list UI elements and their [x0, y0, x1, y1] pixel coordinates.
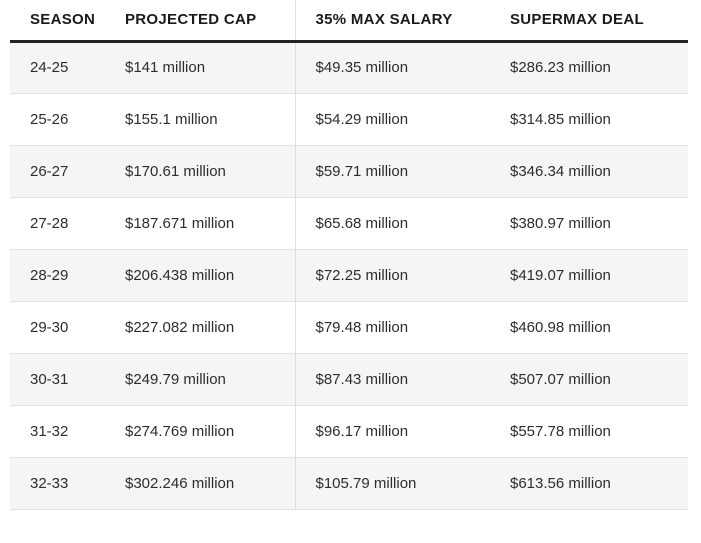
cell-supermax-deal: $286.23 million [490, 41, 688, 94]
cell-supermax-deal: $419.07 million [490, 249, 688, 302]
cell-projected-cap: $187.671 million [105, 197, 295, 250]
cell-season: 27-28 [10, 197, 105, 250]
cell-supermax-deal: $314.85 million [490, 93, 688, 146]
column-header-supermax-deal: SUPERMAX DEAL [490, 0, 688, 43]
cell-max-salary-35pct: $87.43 million [294, 353, 490, 406]
cell-supermax-deal: $613.56 million [490, 457, 688, 510]
table-row: 31-32 $274.769 million $96.17 million $557.… [10, 405, 688, 458]
table-row: 26-27 $170.61 million $59.71 million $346.3… [10, 145, 688, 198]
table-header: SEASON PROJECTED CAP 35% MAX SALARY SUPERMA… [10, 0, 688, 43]
table-row: 32-33 $302.246 million $105.79 million $613… [10, 457, 688, 510]
column-header-projected-cap: PROJECTED CAP [105, 0, 295, 43]
cell-projected-cap: $274.769 million [105, 405, 295, 458]
cell-season: 31-32 [10, 405, 105, 458]
cell-projected-cap: $155.1 million [105, 93, 295, 146]
table-row: 27-28 $187.671 million $65.68 million $380.… [10, 197, 688, 250]
table-row: 25-26 $155.1 million $54.29 million $314.85… [10, 93, 688, 146]
cell-supermax-deal: $557.78 million [490, 405, 688, 458]
cell-max-salary-35pct: $96.17 million [294, 405, 490, 458]
cell-projected-cap: $227.082 million [105, 301, 295, 354]
cell-max-salary-35pct: $105.79 million [294, 457, 490, 510]
column-header-season: SEASON [10, 0, 105, 43]
cell-supermax-deal: $460.98 million [490, 301, 688, 354]
cell-projected-cap: $141 million [105, 41, 295, 94]
cell-supermax-deal: $507.07 million [490, 353, 688, 406]
column-header-max-salary-35pct: 35% MAX SALARY [294, 0, 490, 43]
cell-season: 29-30 [10, 301, 105, 354]
cell-season: 30-31 [10, 353, 105, 406]
cell-projected-cap: $249.79 million [105, 353, 295, 406]
cell-projected-cap: $302.246 million [105, 457, 295, 510]
table-body: 24-25 $141 million $49.35 million $286.23 m… [10, 41, 688, 510]
table-row: 30-31 $249.79 million $87.43 million $507.0… [10, 353, 688, 406]
salary-cap-table: SEASON PROJECTED CAP 35% MAX SALARY SUPERMA… [10, 0, 688, 510]
cell-max-salary-35pct: $65.68 million [294, 197, 490, 250]
header-row: SEASON PROJECTED CAP 35% MAX SALARY SUPERMA… [10, 0, 688, 43]
cell-max-salary-35pct: $72.25 million [294, 249, 490, 302]
cell-season: 32-33 [10, 457, 105, 510]
cell-max-salary-35pct: $54.29 million [294, 93, 490, 146]
page: SEASON PROJECTED CAP 35% MAX SALARY SUPERMA… [10, 0, 688, 510]
cell-season: 26-27 [10, 145, 105, 198]
cell-projected-cap: $206.438 million [105, 249, 295, 302]
cell-projected-cap: $170.61 million [105, 145, 295, 198]
cell-supermax-deal: $380.97 million [490, 197, 688, 250]
cell-max-salary-35pct: $49.35 million [294, 41, 490, 94]
cell-max-salary-35pct: $79.48 million [294, 301, 490, 354]
table-row: 28-29 $206.438 million $72.25 million $419.… [10, 249, 688, 302]
cell-supermax-deal: $346.34 million [490, 145, 688, 198]
cell-max-salary-35pct: $59.71 million [294, 145, 490, 198]
cell-season: 25-26 [10, 93, 105, 146]
cell-season: 28-29 [10, 249, 105, 302]
table-row: 24-25 $141 million $49.35 million $286.23 m… [10, 41, 688, 94]
table-row: 29-30 $227.082 million $79.48 million $460.… [10, 301, 688, 354]
cell-season: 24-25 [10, 41, 105, 94]
